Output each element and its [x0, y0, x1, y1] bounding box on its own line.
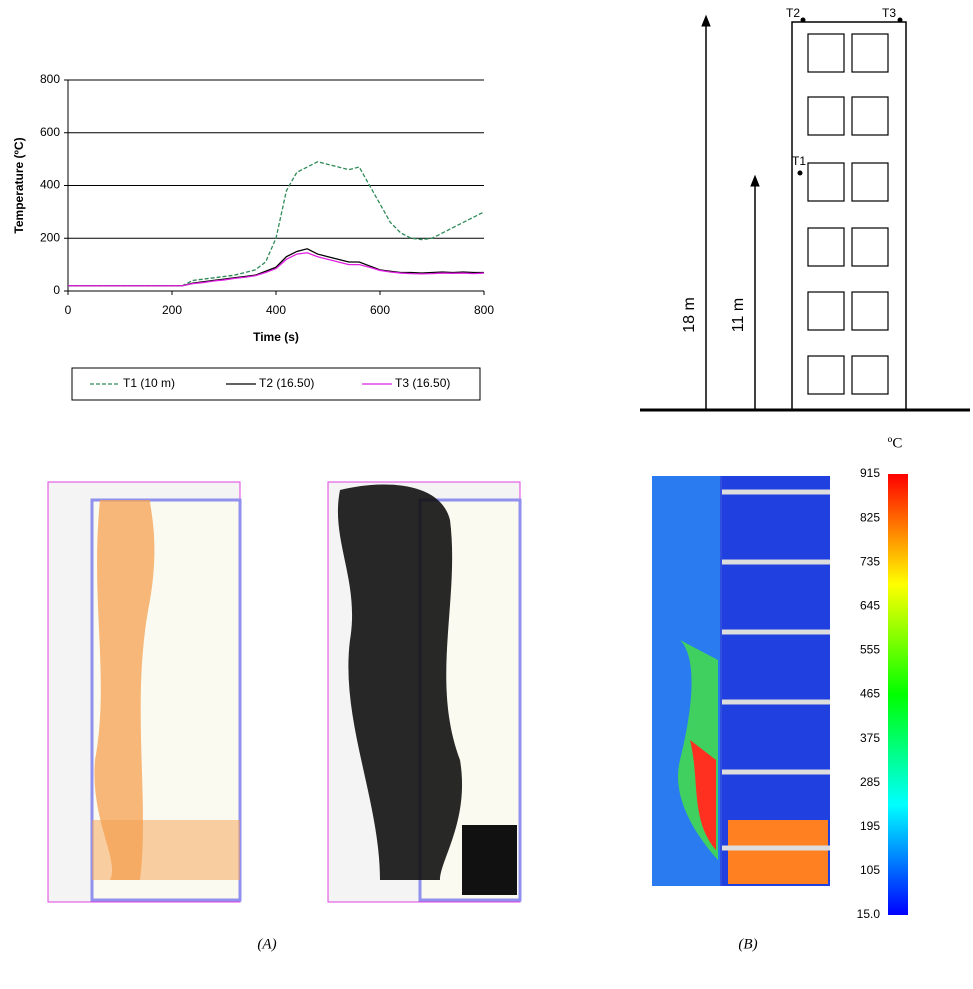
- series-line: [68, 249, 484, 286]
- colorbar-tick-label: 285: [860, 775, 880, 789]
- sensor-label: T3: [882, 6, 896, 20]
- building: [792, 22, 906, 410]
- colorbar-tick-label: 15.0: [857, 907, 881, 921]
- x-tick-label: 400: [266, 303, 286, 317]
- windows: [808, 34, 888, 394]
- caption: (A): [257, 936, 276, 952]
- figure: T2 T3 T1 18 m 11 m ºC (A) (B) 0 200 400 600…: [0, 0, 973, 989]
- colorbar-unit: ºC: [888, 435, 903, 451]
- y-tick-label: 600: [40, 125, 60, 139]
- legend-label: T3 (16.50): [395, 376, 450, 390]
- colorbar-tick-label: 735: [860, 554, 880, 568]
- sensor-label: T1: [792, 154, 806, 168]
- sensor-dot: [898, 18, 902, 22]
- render-temperature: [652, 476, 830, 886]
- colorbar-tick-label: 825: [860, 510, 880, 524]
- caption: (B): [738, 936, 757, 952]
- series-line: [68, 253, 484, 286]
- y-tick-label: 800: [40, 72, 60, 86]
- y-tick-label: 200: [40, 230, 60, 244]
- x-axis-title: Time (s): [253, 330, 299, 344]
- render-smoke: [328, 482, 520, 902]
- colorbar: [888, 474, 908, 915]
- render-fire: [48, 482, 240, 902]
- x-tick-label: 600: [370, 303, 390, 317]
- height-label: 11 m: [730, 298, 747, 332]
- colorbar-tick-label: 915: [860, 466, 880, 480]
- arrow-head: [702, 16, 710, 26]
- legend-label: T2 (16.50): [259, 376, 314, 390]
- building-diagram: [640, 16, 970, 410]
- colorbar-tick-label: 105: [860, 863, 880, 877]
- colorbar-tick-label: 375: [860, 731, 880, 745]
- y-tick-label: 400: [40, 178, 60, 192]
- colorbar-tick-label: 645: [860, 598, 880, 612]
- y-tick-label: 0: [53, 283, 60, 297]
- x-tick-label: 800: [474, 303, 494, 317]
- sensor-dot: [801, 18, 805, 22]
- x-tick-label: 0: [65, 303, 72, 317]
- legend-label: T1 (10 m): [123, 376, 175, 390]
- y-axis-title: Temperature (ºC): [12, 137, 26, 233]
- colorbar-tick-label: 465: [860, 687, 880, 701]
- colorbar-tick-label: 195: [860, 819, 880, 833]
- arrow-head: [751, 176, 759, 186]
- colorbar-tick-label: 555: [860, 643, 880, 657]
- sensor-dot: [798, 171, 802, 175]
- sensor-label: T2: [786, 6, 800, 20]
- height-label: 18 m: [681, 297, 698, 333]
- x-tick-label: 200: [162, 303, 182, 317]
